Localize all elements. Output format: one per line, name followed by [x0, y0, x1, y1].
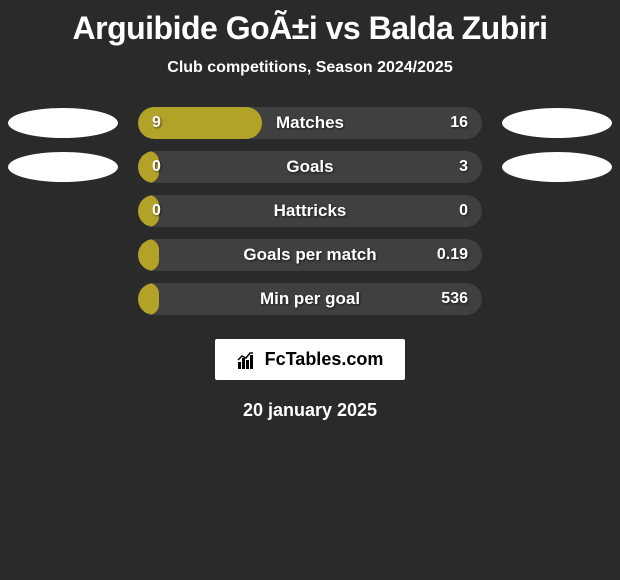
stat-bar: 0 Goals 3 [138, 151, 482, 183]
stat-right-value: 0 [459, 202, 468, 220]
stat-left-value: 0 [152, 158, 161, 176]
stat-rows: 9 Matches 16 0 Goals 3 0 Hattricks 0 Goals per ma… [0, 107, 620, 315]
comparison-container: Arguibide GoÃ±i vs Balda Zubiri Club com… [0, 0, 620, 431]
stat-label: Goals [286, 157, 333, 177]
branding-box[interactable]: FcTables.com [215, 339, 406, 380]
player-right-ellipse [502, 108, 612, 138]
player-left-ellipse [8, 108, 118, 138]
stat-row: Min per goal 536 [8, 283, 612, 315]
stat-left-value: 0 [152, 202, 161, 220]
stat-row: 0 Hattricks 0 [8, 195, 612, 227]
stat-bar-fill [138, 283, 159, 315]
stat-label: Min per goal [260, 289, 360, 309]
stat-right-value: 16 [450, 114, 468, 132]
stat-bar: Goals per match 0.19 [138, 239, 482, 271]
stat-row: 9 Matches 16 [8, 107, 612, 139]
stat-bar-fill [138, 239, 159, 271]
branding-text: FcTables.com [265, 349, 384, 370]
stat-label: Hattricks [274, 201, 347, 221]
stat-row: 0 Goals 3 [8, 151, 612, 183]
stat-right-value: 0.19 [437, 246, 468, 264]
stat-right-value: 3 [459, 158, 468, 176]
date-text: 20 january 2025 [0, 400, 620, 421]
stat-bar: Min per goal 536 [138, 283, 482, 315]
stat-bar: 9 Matches 16 [138, 107, 482, 139]
subtitle: Club competitions, Season 2024/2025 [0, 59, 620, 77]
chart-icon [237, 350, 257, 370]
player-right-ellipse [502, 152, 612, 182]
stat-left-value: 9 [152, 114, 161, 132]
stat-label: Goals per match [243, 245, 376, 265]
page-title: Arguibide GoÃ±i vs Balda Zubiri [0, 10, 620, 47]
stat-bar: 0 Hattricks 0 [138, 195, 482, 227]
branding-wrapper: FcTables.com [0, 339, 620, 380]
player-left-ellipse [8, 152, 118, 182]
stat-label: Matches [276, 113, 344, 133]
stat-row: Goals per match 0.19 [8, 239, 612, 271]
stat-right-value: 536 [441, 290, 468, 308]
